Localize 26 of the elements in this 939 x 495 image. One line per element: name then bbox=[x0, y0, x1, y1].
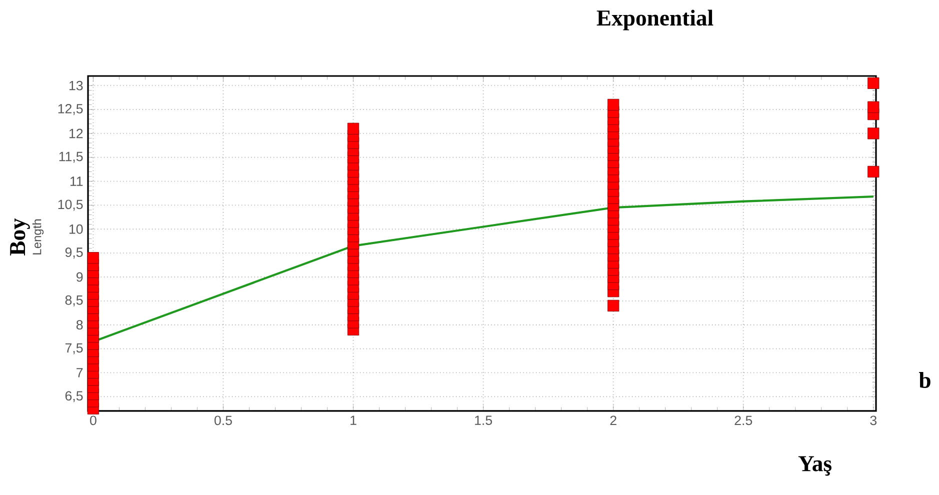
y-axis-title: Boy bbox=[10, 218, 30, 256]
y-tick-label: 7 bbox=[76, 368, 83, 378]
y-tick-label: 13 bbox=[69, 80, 83, 90]
y-tick-label: 10 bbox=[69, 224, 83, 234]
x-tick-label: 0 bbox=[90, 416, 96, 426]
y-tick-label: 10,5 bbox=[58, 200, 83, 211]
y-tick-label: 8,5 bbox=[65, 295, 83, 306]
x-tick-label: 3 bbox=[870, 416, 877, 426]
chart-title: Exponential bbox=[596, 10, 714, 30]
x-tick-label: 1.5 bbox=[475, 416, 492, 425]
y-tick-label: 8 bbox=[76, 320, 83, 330]
y-tick-label: 11 bbox=[70, 176, 83, 186]
y-tick-label: 7,5 bbox=[65, 343, 83, 354]
y-tick-label: 9 bbox=[76, 272, 83, 282]
x-tick-label: 2 bbox=[610, 416, 616, 426]
y-tick-label: 9,5 bbox=[65, 248, 83, 259]
x-axis-title: Yaş bbox=[798, 456, 832, 476]
text: Length bbox=[32, 219, 44, 254]
x-tick-label: 1 bbox=[350, 416, 356, 425]
y-tick-label: 6,5 bbox=[65, 391, 83, 402]
x-tick-label: 0.5 bbox=[214, 416, 232, 426]
x-tick-label: 2.5 bbox=[734, 416, 752, 426]
text: b bbox=[918, 372, 930, 388]
y-tick-label: 11,5 bbox=[59, 152, 83, 163]
y-tick-label: 12 bbox=[69, 128, 83, 138]
y-tick-label: 12,5 bbox=[58, 104, 83, 116]
